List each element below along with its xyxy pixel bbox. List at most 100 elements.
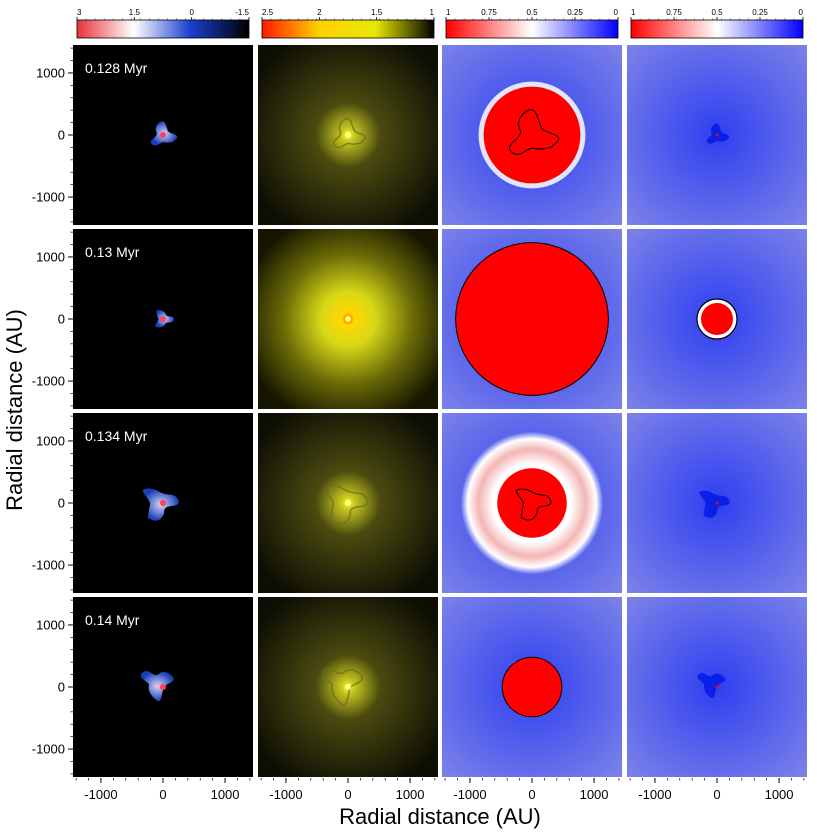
- colorbar-gradient: [445, 19, 619, 39]
- panel-fraction-b-row-1: [627, 45, 807, 225]
- x-tick-label: 1000: [396, 787, 425, 802]
- colorbar-tick-label: 0: [189, 8, 194, 17]
- panel-fraction-a-row-1: [442, 45, 622, 225]
- contour-line: [516, 488, 552, 521]
- x-tick-label: 0: [713, 787, 720, 802]
- ionized-point: [715, 685, 719, 689]
- x-tick-label: 0: [344, 787, 351, 802]
- colorbar-tick-label: 1.5: [371, 8, 383, 17]
- colorbar-tick-label: 0: [614, 8, 619, 17]
- colorbar-tick-label: 0.25: [567, 8, 583, 17]
- colorbar-gradient: [630, 19, 804, 39]
- y-tick-label: 0: [58, 680, 65, 695]
- y-tick-label: -1000: [32, 190, 65, 205]
- x-tick-label: 1000: [211, 787, 240, 802]
- x-tick-label: -1000: [269, 787, 302, 802]
- y-tick-label: 1000: [36, 433, 65, 448]
- y-tick-label: -1000: [32, 374, 65, 389]
- panel-fraction-a-row-2: [442, 229, 622, 409]
- colorbar-tick-label: 1.5: [129, 8, 141, 17]
- colorbar-3: 1 0.75 0.5 0.25 0: [445, 8, 619, 39]
- colorbar-1: 3 1.5 0 -1.5: [76, 8, 250, 39]
- ionized-core: [701, 303, 733, 335]
- temperature-peak: [345, 316, 351, 322]
- x-axis: -1000 0 1000 -1000 0 1000 -1000 0 1000 -1000 0 1000: [75, 778, 805, 802]
- colorbar-row: 3 1.5 0 -1.5 2.5 2 1.5 1 1 0.75 0.5 0.25 0 1 0.75 0.5 0.…: [76, 8, 804, 39]
- colorbar-tick-label: 1: [430, 8, 435, 17]
- neutral-structure: [697, 672, 726, 699]
- contour-line: [508, 109, 560, 155]
- x-tick-label: 1000: [765, 787, 794, 802]
- panel-fraction-a-row-4: [442, 597, 622, 777]
- colorbar-tick-label: 0.25: [752, 8, 768, 17]
- colorbar-tick-label: 2: [317, 8, 322, 17]
- panel-density-row-3: 0.134 Myr: [73, 413, 253, 593]
- colorbar-gradient: [76, 19, 250, 39]
- colorbar-tick-label: 0: [799, 8, 804, 17]
- y-tick-label: 1000: [36, 249, 65, 264]
- colorbar-tick-label: -1.5: [235, 8, 249, 17]
- panel-fraction-a-row-3: [442, 413, 622, 593]
- temperature-peak: [345, 132, 351, 138]
- colorbar-tick-label: 0.75: [666, 8, 682, 17]
- y-axis-title: Radial distance (AU): [2, 309, 27, 511]
- time-label: 0.13 Myr: [85, 244, 140, 260]
- colorbar-tick-label: 1: [631, 8, 636, 17]
- x-axis-title: Radial distance (AU): [339, 804, 541, 829]
- ionized-point: [715, 501, 719, 505]
- panel-fraction-b-row-3: [627, 413, 807, 593]
- neutral-structure: [699, 490, 730, 519]
- time-label: 0.134 Myr: [85, 428, 148, 444]
- x-tick-label: -1000: [84, 787, 117, 802]
- y-tick-label: 1000: [36, 65, 65, 80]
- colorbar-gradient: [261, 19, 435, 39]
- colorbar-tick-label: 0.5: [711, 8, 723, 17]
- panel-grid: 0.128 Myr 0.13 Myr 0.134 Myr 0.14 Myr: [73, 45, 807, 777]
- ionized-core: [501, 656, 563, 718]
- colorbar-tick-label: 3: [77, 8, 82, 17]
- y-tick-label: 1000: [36, 617, 65, 632]
- panel-temperature-row-1: [258, 45, 438, 225]
- panel-temperature-row-2: [258, 229, 438, 409]
- shock-front: [321, 667, 363, 706]
- panel-fraction-b-row-4: [627, 597, 807, 777]
- y-tick-label: 0: [58, 496, 65, 511]
- protostar-marker: [160, 316, 166, 322]
- ionized-region: [455, 242, 609, 396]
- panel-density-row-4: 0.14 Myr: [73, 597, 253, 777]
- ionized-point: [715, 133, 719, 137]
- density-structure: [140, 671, 174, 702]
- colorbar-tick-label: 2.5: [262, 8, 274, 17]
- time-label: 0.14 Myr: [85, 612, 140, 628]
- y-axis: 1000 0 -1000 1000 0 -1000 1000 0 -1000 1000 0 -1000: [32, 47, 73, 775]
- panel-fraction-b-row-2: [627, 229, 807, 409]
- x-tick-label: -1000: [453, 787, 486, 802]
- ionized-region: [483, 86, 581, 184]
- y-tick-label: 0: [58, 128, 65, 143]
- panel-density-row-1: 0.128 Myr: [73, 45, 253, 225]
- shock-front: [324, 484, 369, 525]
- protostar-marker: [160, 684, 166, 690]
- temperature-peak: [345, 684, 351, 690]
- panel-density-row-2: 0.13 Myr: [73, 229, 253, 409]
- panel-temperature-row-4: [258, 597, 438, 777]
- colorbar-tick-label: 0.5: [526, 8, 538, 17]
- ionized-region: [497, 468, 567, 538]
- panel-temperature-row-3: [258, 413, 438, 593]
- x-tick-label: 0: [159, 787, 166, 802]
- y-tick-label: -1000: [32, 742, 65, 757]
- protostar-marker: [160, 132, 166, 138]
- time-label: 0.128 Myr: [85, 60, 148, 76]
- x-tick-label: 1000: [580, 787, 609, 802]
- colorbar-4: 1 0.75 0.5 0.25 0: [630, 8, 804, 39]
- colorbar-tick-label: 0.75: [481, 8, 497, 17]
- y-tick-label: 0: [58, 312, 65, 327]
- protostar-marker: [160, 500, 166, 506]
- neutral-structure: [706, 123, 730, 144]
- colorbar-tick-label: 1: [446, 8, 451, 17]
- temperature-peak: [345, 500, 351, 506]
- x-tick-label: -1000: [638, 787, 671, 802]
- colorbar-2: 2.5 2 1.5 1: [261, 8, 435, 39]
- x-tick-label: 0: [528, 787, 535, 802]
